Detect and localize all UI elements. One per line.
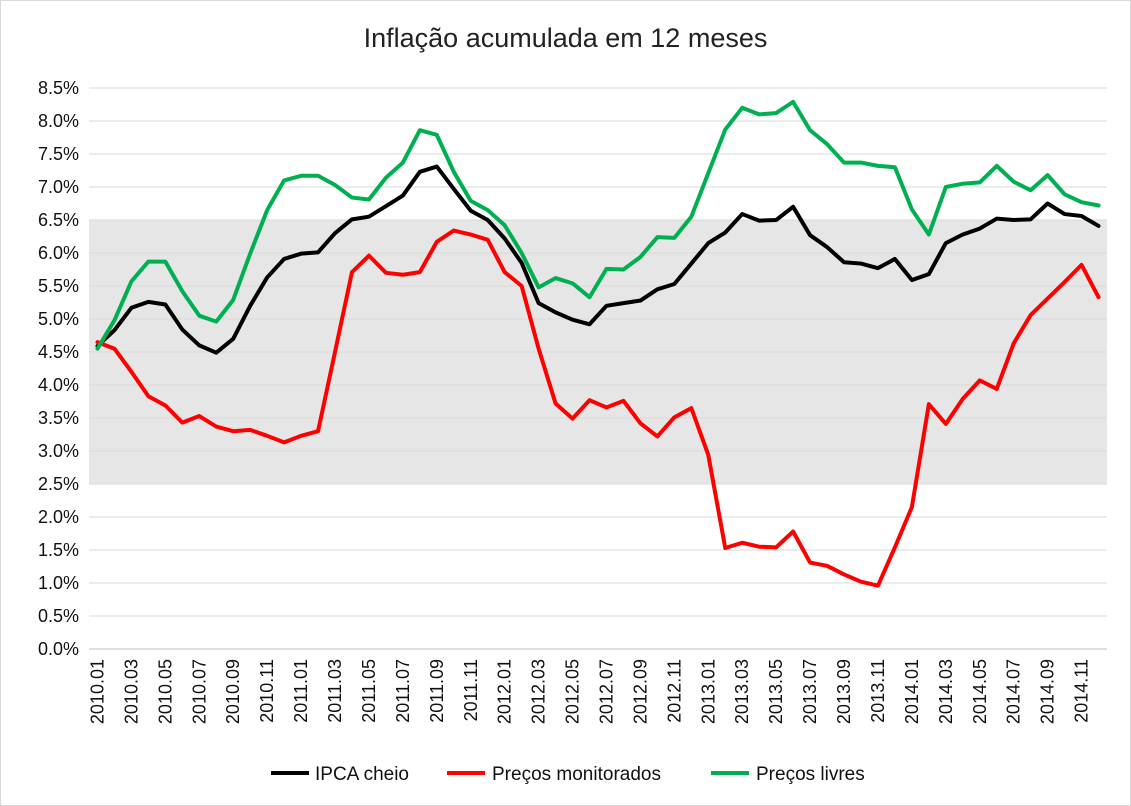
x-tick-label: 2011.11 xyxy=(461,659,481,721)
y-tick-label: 1.5% xyxy=(38,540,79,560)
x-tick-label: 2014.05 xyxy=(970,659,990,724)
x-tick-label: 2013.09 xyxy=(834,659,854,724)
legend-label-2: Preços monitorados xyxy=(492,764,661,785)
y-tick-label: 0.5% xyxy=(38,606,79,626)
x-tick-label: 2012.11 xyxy=(664,659,684,723)
y-tick-label: 2.5% xyxy=(38,474,79,494)
x-tick-label: 2013.05 xyxy=(766,659,786,724)
y-tick-label: 8.5% xyxy=(38,78,79,98)
y-tick-label: 2.0% xyxy=(38,507,79,527)
y-tick-label: 5.0% xyxy=(38,309,79,329)
x-tick-label: 2011.01 xyxy=(291,659,311,723)
x-tick-label: 2014.11 xyxy=(1072,659,1092,723)
x-tick-label: 2012.03 xyxy=(529,659,549,724)
y-tick-label: 0.0% xyxy=(38,639,79,659)
x-tick-label: 2011.07 xyxy=(393,659,413,723)
x-tick-label: 2010.09 xyxy=(223,659,243,724)
x-tick-label: 2010.07 xyxy=(189,659,209,724)
x-tick-label: 2013.07 xyxy=(800,659,820,724)
x-tick-label: 2012.07 xyxy=(596,659,616,724)
x-tick-label: 2010.11 xyxy=(257,659,277,723)
x-tick-label: 2014.01 xyxy=(902,659,922,724)
y-tick-label: 4.5% xyxy=(38,342,79,362)
x-tick-label: 2011.05 xyxy=(359,659,379,723)
x-tick-label: 2010.05 xyxy=(155,659,175,724)
x-tick-label: 2011.03 xyxy=(325,659,345,723)
y-tick-label: 7.5% xyxy=(38,144,79,164)
x-tick-label: 2014.07 xyxy=(1004,659,1024,724)
x-tick-label: 2011.09 xyxy=(427,659,447,723)
x-tick-label: 2010.03 xyxy=(121,659,141,724)
x-tick-label: 2010.01 xyxy=(87,659,107,724)
y-tick-label: 3.0% xyxy=(38,441,79,461)
y-tick-label: 6.5% xyxy=(38,210,79,230)
x-tick-label: 2012.01 xyxy=(495,659,515,724)
x-tick-label: 2012.05 xyxy=(563,659,583,724)
series-line-1 xyxy=(95,164,1101,355)
x-tick-label: 2014.09 xyxy=(1038,659,1058,724)
x-tick-label: 2013.11 xyxy=(868,659,888,723)
y-tick-label: 8.0% xyxy=(38,111,79,131)
y-tick-label: 4.0% xyxy=(38,375,79,395)
y-tick-label: 3.5% xyxy=(38,408,79,428)
y-tick-label: 6.0% xyxy=(38,243,79,263)
legend-label-3: Preços livres xyxy=(756,764,865,785)
x-tick-label: 2013.03 xyxy=(732,659,752,724)
series-line-2 xyxy=(95,228,1101,588)
y-tick-label: 7.0% xyxy=(38,177,79,197)
y-tick-label: 5.5% xyxy=(38,276,79,296)
x-tick-label: 2012.09 xyxy=(630,659,650,724)
y-tick-label: 1.0% xyxy=(38,573,79,593)
x-tick-label: 2014.03 xyxy=(936,659,956,724)
x-tick-label: 2013.01 xyxy=(698,659,718,724)
legend-label-1: IPCA cheio xyxy=(315,764,409,785)
series-line-3 xyxy=(95,99,1101,351)
chart-title: Inflação acumulada em 12 meses xyxy=(363,23,768,53)
